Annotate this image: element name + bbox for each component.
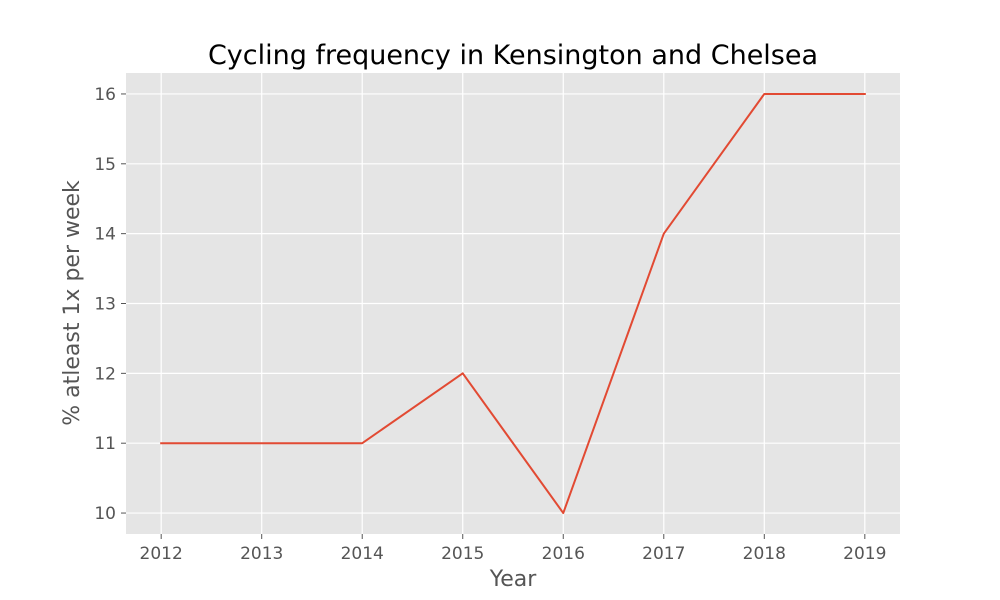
y-tick-label: 13 xyxy=(94,295,116,315)
y-axis-label: % atleast 1x per week xyxy=(60,180,85,426)
series-line xyxy=(160,92,866,515)
x-tick-label: 2014 xyxy=(341,544,384,564)
y-tick-label: 16 xyxy=(94,85,116,105)
x-tick-label: 2017 xyxy=(642,544,685,564)
y-tick-label: 11 xyxy=(94,434,116,454)
x-tick-label: 2013 xyxy=(240,544,283,564)
series-layer xyxy=(160,92,866,515)
x-tick-label: 2016 xyxy=(542,544,585,564)
y-tick-label: 15 xyxy=(94,155,116,175)
x-tick-label: 2018 xyxy=(743,544,786,564)
x-tick-label: 2012 xyxy=(140,544,183,564)
y-tick-label: 14 xyxy=(94,225,116,245)
y-tick-label: 12 xyxy=(94,364,116,384)
x-tick-label: 2019 xyxy=(843,544,886,564)
x-axis-label: Year xyxy=(489,567,538,592)
tick-labels: 2012 2013 2014 2015 2016 2017 2018 2019 10 11 12 13… xyxy=(94,85,886,564)
x-tick-label: 2015 xyxy=(441,544,484,564)
y-tick-label: 10 xyxy=(94,504,116,524)
chart-title: Cycling frequency in Kensington and Chel… xyxy=(208,40,818,71)
